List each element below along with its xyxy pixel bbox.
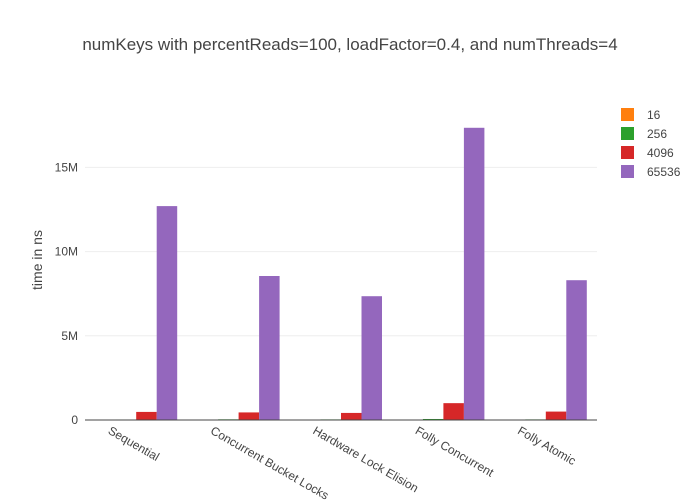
y-tick-label: 15M: [55, 160, 78, 174]
bar: [341, 412, 362, 420]
legend-swatch: [621, 146, 634, 159]
legend-swatch: [621, 108, 634, 121]
x-ticks: Sequential Concurrent Bucket LocksHardwar…: [106, 423, 579, 500]
y-tick-label: 5M: [61, 329, 78, 343]
legend-swatch: [621, 127, 634, 140]
bar: [545, 411, 567, 420]
bars: [95, 127, 587, 420]
bar: [156, 206, 178, 420]
y-axis-label: time in ns: [29, 230, 45, 290]
y-tick-label: 0: [71, 413, 78, 427]
legend-label: 4096: [647, 146, 674, 160]
x-tick-label: Folly Concurrent: [413, 423, 497, 479]
chart-title: numKeys with percentReads=100, loadFacto…: [82, 35, 617, 54]
y-ticks: 0 5M 10M 15M: [55, 160, 79, 427]
x-tick-label: Sequential: [106, 423, 162, 463]
legend-label: 256: [647, 127, 667, 141]
bar: [422, 418, 444, 420]
bar: [238, 412, 260, 420]
x-tick-label: Hardware Lock Elision: [311, 423, 421, 495]
bar: [136, 411, 157, 420]
legend: 16 256 4096 65536: [621, 108, 681, 179]
bar: [259, 276, 280, 420]
y-tick-label: 10M: [55, 245, 78, 259]
legend-swatch: [621, 165, 634, 178]
bar: [463, 127, 485, 420]
legend-label: 65536: [647, 165, 681, 179]
legend-label: 16: [647, 108, 661, 122]
x-tick-label: Folly Atomic: [515, 423, 578, 467]
bar: [443, 403, 464, 420]
bar: [361, 296, 382, 420]
bar: [566, 280, 587, 420]
